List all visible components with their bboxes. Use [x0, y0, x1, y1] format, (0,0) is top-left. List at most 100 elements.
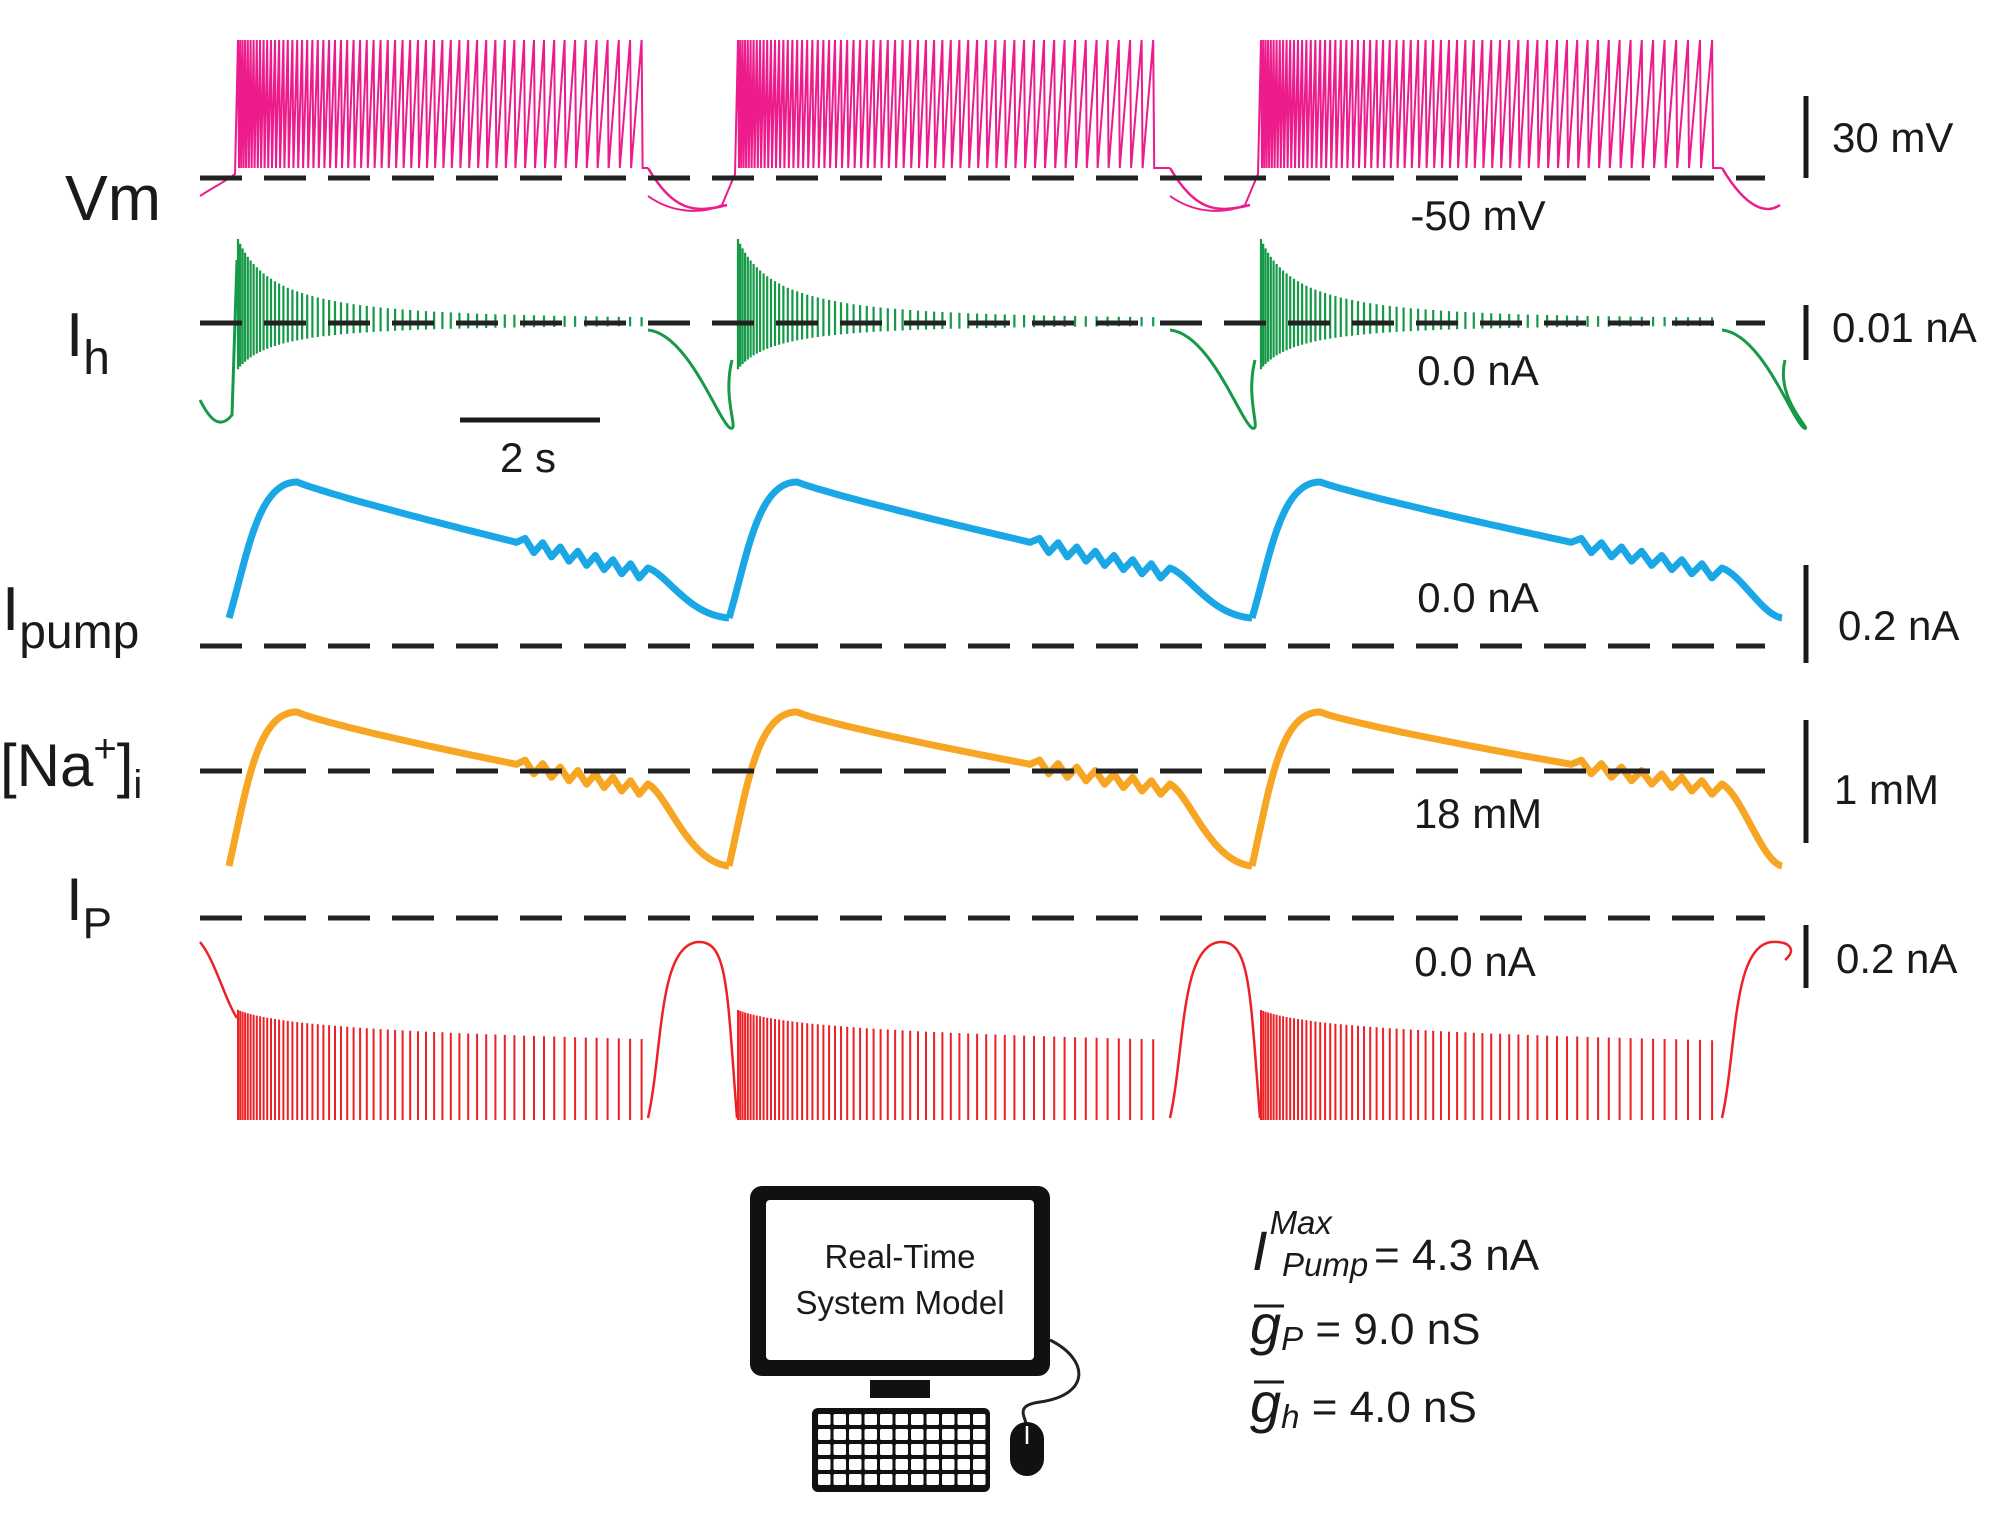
screen-text-line2: System Model — [795, 1284, 1004, 1321]
keyboard-key — [880, 1414, 893, 1425]
keyboard-key — [849, 1444, 862, 1455]
keyboard-keys — [818, 1414, 986, 1485]
monitor-screen — [766, 1200, 1034, 1360]
ipump-trace — [725, 478, 1253, 622]
keyboard-key — [864, 1474, 877, 1485]
keyboard-key — [818, 1459, 831, 1470]
keyboard-key — [849, 1459, 862, 1470]
keyboard-key — [849, 1474, 862, 1485]
keyboard-key — [880, 1444, 893, 1455]
ipump-trace — [225, 478, 730, 622]
ipump-trace — [1248, 478, 1784, 622]
keyboard-key — [895, 1474, 908, 1485]
keyboard-key — [911, 1474, 924, 1485]
keyboard-key — [818, 1414, 831, 1425]
keyboard-key — [895, 1414, 908, 1425]
vm-trace-label: Vm — [65, 162, 161, 234]
ipump-reference-label: 0.0 nA — [1417, 574, 1538, 621]
vm-burst-trace — [199, 39, 648, 197]
keyboard-key — [973, 1414, 986, 1425]
ih-interburst-trace — [647, 328, 735, 430]
screen-text-line1: Real-Time — [825, 1238, 976, 1275]
ih-scale-label: 0.01 nA — [1832, 304, 1977, 351]
keyboard-key — [957, 1429, 970, 1440]
keyboard-key — [849, 1429, 862, 1440]
param-ipump-max-sub: Pump — [1282, 1246, 1368, 1283]
keyboard-key — [864, 1429, 877, 1440]
keyboard-key — [942, 1474, 955, 1485]
mouse-body — [1010, 1422, 1044, 1476]
keyboard-key — [833, 1444, 846, 1455]
keyboard-key — [911, 1429, 924, 1440]
ip-burst-trace — [737, 1010, 1155, 1120]
keyboard-key — [942, 1459, 955, 1470]
vm-burst-trace — [1169, 39, 1722, 212]
na-scale-label: 1 mM — [1834, 766, 1939, 813]
keyboard-key — [973, 1474, 986, 1485]
keyboard-key — [911, 1444, 924, 1455]
ip-reference-label: 0.0 nA — [1414, 938, 1535, 985]
ip-burst-trace — [237, 1010, 643, 1120]
keyboard-key — [957, 1444, 970, 1455]
keyboard-key — [973, 1459, 986, 1470]
vm-scale-label: 30 mV — [1832, 114, 1953, 161]
keyboard-key — [833, 1429, 846, 1440]
monitor-stand — [870, 1380, 930, 1398]
keyboard-key — [911, 1414, 924, 1425]
keyboard-key — [895, 1444, 908, 1455]
ih-initial-trace — [198, 259, 239, 424]
na-trace-label: [Na+]i — [0, 727, 142, 807]
na-trace — [225, 708, 730, 870]
keyboard-key — [833, 1414, 846, 1425]
keyboard-key — [957, 1474, 970, 1485]
keyboard-key — [926, 1444, 939, 1455]
ip-trace-label: IP — [66, 866, 112, 948]
keyboard-key — [818, 1429, 831, 1440]
vm-burst-trace — [647, 39, 1170, 212]
ip-final-trace — [1720, 940, 1793, 1119]
keyboard-key — [864, 1459, 877, 1470]
keyboard-key — [895, 1459, 908, 1470]
keyboard-key — [818, 1444, 831, 1455]
na-trace — [725, 708, 1253, 870]
trace-layer — [198, 39, 1808, 1120]
keyboard-key — [864, 1414, 877, 1425]
keyboard-key — [942, 1414, 955, 1425]
ih-interburst-trace — [1721, 328, 1808, 430]
param-gp: gP = 9.0 nS — [1250, 1293, 1481, 1357]
keyboard-key — [973, 1429, 986, 1440]
param-ipump-max: IMax — [1252, 1204, 1333, 1282]
ih-interburst-trace — [1169, 328, 1257, 430]
keyboard-key — [957, 1414, 970, 1425]
keyboard-key — [942, 1444, 955, 1455]
ip-interburst-trace — [199, 941, 239, 1019]
keyboard-key — [818, 1474, 831, 1485]
keyboard-key — [926, 1414, 939, 1425]
ip-interburst-trace — [646, 940, 739, 1119]
ih-trace-label: Ih — [66, 301, 110, 385]
mouse-cable — [1021, 1338, 1081, 1431]
vm-reference-label: -50 mV — [1410, 192, 1545, 239]
keyboard-key — [864, 1444, 877, 1455]
reference-lines — [200, 175, 1765, 921]
na-trace — [1248, 708, 1784, 870]
parameter-list: IMax Pump = 4.3 nA gP = 9.0 nS gh = 4.0 … — [1250, 1204, 1540, 1435]
keyboard-key — [926, 1459, 939, 1470]
time-scale-label: 2 s — [500, 434, 556, 481]
keyboard-key — [880, 1429, 893, 1440]
keyboard-key — [957, 1459, 970, 1470]
keyboard-key — [849, 1414, 862, 1425]
keyboard-key — [880, 1474, 893, 1485]
keyboard-key — [973, 1444, 986, 1455]
keyboard-key — [895, 1429, 908, 1440]
keyboard-key — [880, 1459, 893, 1470]
keyboard-key — [926, 1474, 939, 1485]
ih-burst-trace — [236, 239, 643, 370]
ipump-scale-label: 0.2 nA — [1838, 602, 1959, 649]
ip-interburst-trace — [1168, 940, 1262, 1119]
keyboard-key — [833, 1474, 846, 1485]
ip-scale-label: 0.2 nA — [1836, 935, 1957, 982]
ip-burst-trace — [1260, 1010, 1714, 1120]
param-ipump-max-value: = 4.3 nA — [1374, 1231, 1540, 1280]
